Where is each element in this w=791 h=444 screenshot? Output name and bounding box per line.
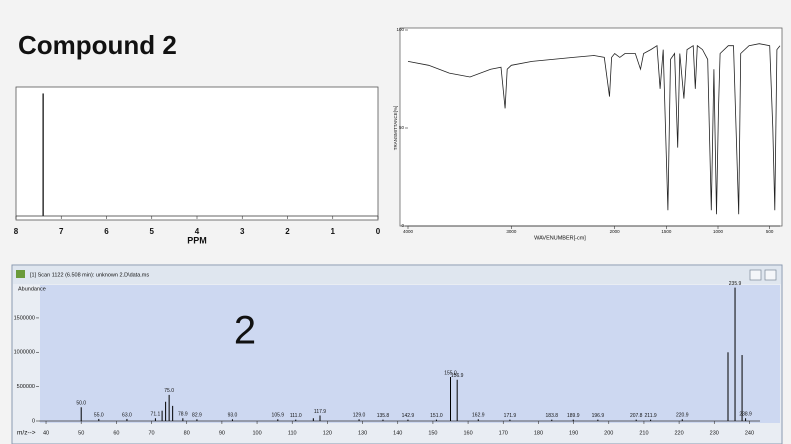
x-tick-label: 2 — [285, 227, 290, 236]
x-tick-label: 7 — [59, 227, 64, 236]
window-title: [1] Scan 1122 (6.508 min): unknown 2.D\d… — [30, 272, 149, 278]
ir-frame — [399, 27, 783, 227]
minimize-button[interactable] — [749, 269, 762, 281]
x-tick-label: 180 — [534, 430, 543, 436]
x-tick-label: 6 — [104, 227, 109, 236]
y-axis-label: Abundance — [18, 286, 46, 292]
x-tick-label: 4000 — [403, 229, 414, 234]
x-tick-label: 40 — [43, 430, 49, 436]
peak-label: 183.8 — [546, 413, 559, 419]
y-tick-label: 500000 — [17, 384, 35, 390]
x-axis-label: m/z--> — [17, 430, 36, 437]
x-tick-label: 110 — [288, 430, 297, 436]
y-tick-label: 50 — [399, 125, 405, 130]
x-tick-label: 8 — [14, 227, 19, 236]
x-tick-label: 2000 — [610, 229, 621, 234]
peak-label: 189.9 — [567, 413, 580, 419]
x-tick-label: 4 — [195, 227, 200, 236]
x-tick-label: 50 — [78, 430, 84, 436]
annotation: 2 — [234, 309, 256, 353]
peak-label: 71.1 — [151, 412, 161, 418]
y-tick-label: 0 — [32, 418, 35, 424]
x-tick-label: 90 — [219, 430, 225, 436]
peak-label: 196.9 — [592, 413, 605, 419]
nmr-frame — [15, 86, 379, 221]
peak-label: 93.0 — [228, 413, 238, 419]
peak-label: 75.0 — [164, 388, 174, 394]
peak-label: 171.9 — [504, 413, 517, 419]
x-tick-label: 170 — [499, 430, 508, 436]
x-tick-label: 150 — [428, 430, 437, 436]
y-axis-label: TRANSMITTANCE[%] — [393, 106, 398, 150]
x-tick-label: 140 — [393, 430, 402, 436]
y-tick-label: 100 — [396, 27, 404, 32]
x-tick-label: 210 — [639, 430, 648, 436]
y-tick-label: 0 — [401, 223, 404, 228]
x-tick-label: 240 — [745, 430, 754, 436]
peak-label: 78.9 — [178, 412, 188, 418]
peak-label: 50.0 — [76, 401, 86, 407]
ms-icon — [16, 270, 25, 278]
peak-label: 156.9 — [451, 373, 464, 379]
peak-label: 151.0 — [430, 413, 443, 419]
x-tick-label: 130 — [358, 430, 367, 436]
peak-label: 82.9 — [192, 413, 202, 419]
x-axis-label: WAVENUMBER[-cm] — [534, 235, 586, 241]
y-tick-label: 1500000 — [14, 315, 35, 321]
peak-label: 220.9 — [676, 413, 689, 419]
peak-label: 211.9 — [645, 413, 657, 419]
x-tick-label: 70 — [148, 430, 154, 436]
peak-label: 63.0 — [122, 412, 132, 418]
peak-label: 111.0 — [290, 413, 302, 419]
slide-title: Compound 2 — [18, 30, 177, 60]
x-tick-label: 230 — [710, 430, 719, 436]
x-tick-label: 200 — [604, 430, 613, 436]
x-tick-label: 1000 — [713, 229, 724, 234]
x-axis-label: PPM — [187, 235, 207, 245]
x-tick-label: 120 — [323, 430, 332, 436]
x-tick-label: 160 — [463, 430, 472, 436]
y-tick-label: 1000000 — [14, 350, 35, 356]
peak-label: 55.0 — [94, 412, 104, 418]
x-tick-label: 3 — [240, 227, 245, 236]
peak-label: 135.8 — [377, 413, 390, 419]
x-tick-label: 60 — [113, 430, 119, 436]
x-tick-label: 190 — [569, 430, 578, 436]
x-tick-label: 100 — [252, 430, 261, 436]
peak-label: 162.9 — [472, 413, 485, 419]
x-tick-label: 5 — [150, 227, 155, 236]
peak-label: 105.9 — [272, 413, 285, 419]
ms-plot-area — [40, 285, 780, 423]
spectrum-line — [407, 43, 781, 215]
peak-label: 142.9 — [402, 413, 415, 419]
peak-label: 155.0 — [444, 370, 457, 376]
maximize-button[interactable] — [764, 269, 777, 281]
x-tick-label: 220 — [675, 430, 684, 436]
ms-titlebar — [13, 266, 781, 284]
peak-label: 117.9 — [314, 409, 326, 415]
x-tick-label: 80 — [184, 430, 190, 436]
x-tick-label: 500 — [766, 229, 774, 234]
x-tick-label: 1500 — [661, 229, 672, 234]
peak-label: 238.9 — [739, 412, 752, 418]
x-tick-label: 1 — [331, 227, 336, 236]
x-tick-label: 3000 — [506, 229, 517, 234]
x-tick-label: 0 — [376, 227, 381, 236]
peak-label: 207.8 — [630, 413, 643, 419]
peak-label: 235.9 — [729, 281, 742, 287]
peak-label: 129.0 — [353, 413, 366, 419]
